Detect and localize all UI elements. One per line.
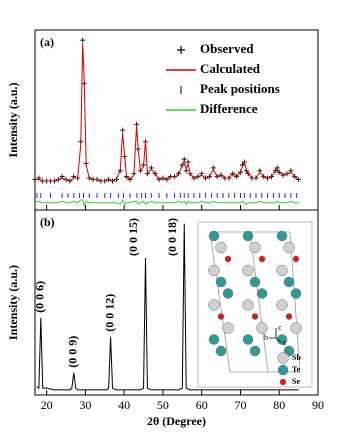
x-tick-label: 70 (234, 398, 246, 412)
x-tick-label: 40 (118, 398, 130, 412)
atom (208, 264, 220, 277)
axis-triad (269, 328, 282, 343)
atom (215, 276, 227, 288)
series-line (34, 198, 299, 208)
legend-label: Difference (200, 101, 258, 116)
atom (290, 288, 302, 299)
atom (222, 322, 234, 334)
axis-triad-label: a (282, 338, 286, 347)
peak-label: (0 0 9) (66, 336, 80, 368)
crystal-structure-inset: Sb Te Se c b a (197, 221, 313, 388)
axis-triad-label: c (278, 323, 282, 332)
inset-legend-label: Sb (292, 353, 301, 362)
legend-marker (177, 46, 185, 54)
atom (256, 288, 268, 299)
atom (249, 241, 261, 254)
cell-edge (289, 231, 301, 373)
atom (208, 299, 220, 311)
atom (283, 241, 295, 254)
atom (251, 313, 259, 320)
x-tick-label: 20 (41, 398, 53, 412)
x-tick-label: 50 (157, 398, 169, 412)
x-axis-label: 2θ (Degree) (147, 414, 206, 428)
y-axis-label: Intensity (a.u.) (6, 265, 20, 340)
panel-label: (b) (40, 215, 55, 229)
atom (290, 322, 302, 334)
plot-frame (34, 209, 319, 396)
atom (276, 264, 288, 277)
y-axis-label: Intensity (a.u.) (6, 82, 20, 157)
atom (242, 299, 254, 311)
atom (276, 299, 288, 311)
x-tick-label: 90 (312, 398, 324, 412)
atom (292, 255, 300, 263)
x-tick-label: 30 (79, 398, 91, 412)
atom (208, 230, 220, 242)
atom (283, 345, 295, 357)
observed-point (120, 127, 126, 133)
peak-label: (0 0 6) (33, 281, 47, 313)
axis-triad-label: b (264, 333, 268, 342)
peak-label: (0 0 12) (102, 294, 116, 332)
inset-legend-label: Te (292, 365, 301, 374)
inset-legend-marker (279, 378, 287, 386)
atom (242, 334, 254, 345)
atom (215, 241, 227, 254)
legend-label: Calculated (200, 61, 261, 76)
peak-label: (0 0 15) (126, 218, 140, 256)
atom (242, 230, 254, 242)
x-tick-label: 80 (273, 398, 285, 412)
atom (242, 264, 254, 277)
atom (217, 313, 225, 320)
atom (249, 345, 261, 357)
plot-frame (34, 29, 319, 211)
cell-edge (249, 231, 269, 373)
legend-label: Peak positions (200, 81, 280, 96)
series-line (35, 43, 299, 182)
atom (283, 276, 295, 288)
panel-label: (a) (40, 35, 54, 49)
peak-label: (0 0 18) (165, 218, 179, 256)
inset-legend-marker (277, 364, 289, 376)
atom (276, 334, 288, 345)
atom (215, 345, 227, 357)
atom (208, 334, 220, 345)
atom (222, 288, 234, 299)
atom (249, 276, 261, 288)
inset-legend-label: Se (292, 377, 300, 386)
xrd-line (36, 223, 299, 391)
legend-label: Observed (200, 41, 254, 56)
inset-legend-marker (277, 352, 289, 364)
atom (276, 230, 288, 242)
atom (285, 313, 293, 320)
x-tick-label: 60 (196, 398, 208, 412)
observed-point (80, 37, 86, 43)
atom (256, 322, 268, 334)
atom (258, 255, 266, 263)
cell-edge (209, 231, 231, 373)
atom (224, 255, 232, 263)
